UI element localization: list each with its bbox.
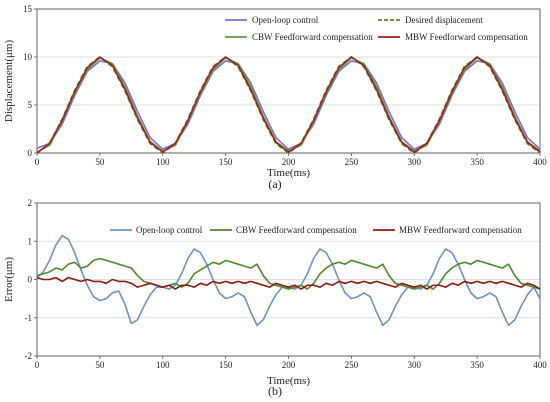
y-tick-label: 2 xyxy=(28,198,33,208)
legend-label: MBW Feedforward compensation xyxy=(399,225,522,235)
series-line-1 xyxy=(36,234,541,327)
x-tick-label: 350 xyxy=(470,360,484,370)
y-tick-label: 0 xyxy=(28,275,33,285)
series-line-3 xyxy=(36,276,541,290)
x-tick-label: 150 xyxy=(219,157,233,167)
x-tick-label: 50 xyxy=(95,360,105,370)
y-axis-label: Error(μm) xyxy=(3,257,15,302)
x-tick-label: 350 xyxy=(470,157,484,167)
y-tick-label: 1 xyxy=(28,236,33,246)
legend-label: CBW Feedforward compensation xyxy=(236,225,357,235)
y-tick-label: 10 xyxy=(23,52,33,62)
plot-area xyxy=(36,8,541,154)
x-tick-label: 300 xyxy=(408,157,422,167)
x-tick-label: 250 xyxy=(345,360,359,370)
x-tick-label: 250 xyxy=(345,157,359,167)
x-tick-label: 200 xyxy=(282,360,296,370)
legend-label: Open-loop control xyxy=(136,225,203,235)
y-tick-label: 15 xyxy=(23,4,33,14)
panel-label: (b) xyxy=(268,384,282,398)
legend-label: MBW Feedforward compensation xyxy=(405,32,528,42)
legend-label: CBW Feedforward compensation xyxy=(252,32,373,42)
x-tick-label: 0 xyxy=(35,360,40,370)
x-tick-label: 100 xyxy=(156,157,170,167)
panel-label: (a) xyxy=(268,177,281,191)
x-tick-label: 150 xyxy=(219,360,233,370)
x-tick-label: 50 xyxy=(95,157,105,167)
legend-label: Desired displacement xyxy=(405,15,483,25)
x-axis-label: Time(ms) xyxy=(267,167,310,179)
y-tick-label: 5 xyxy=(28,100,33,110)
x-axis-label: Time(ms) xyxy=(267,375,310,387)
x-tick-label: 200 xyxy=(282,157,296,167)
y-tick-label: -1 xyxy=(25,313,33,323)
x-tick-label: 300 xyxy=(408,360,422,370)
series-line-2 xyxy=(36,257,541,290)
x-tick-label: 400 xyxy=(533,360,547,370)
y-tick-label: -2 xyxy=(25,351,33,361)
series-line-4 xyxy=(36,56,541,154)
series-line-1 xyxy=(36,60,541,150)
x-tick-label: 0 xyxy=(35,157,40,167)
x-tick-label: 400 xyxy=(533,157,547,167)
legend-label: Open-loop control xyxy=(252,15,319,25)
x-tick-label: 100 xyxy=(156,360,170,370)
y-tick-label: 0 xyxy=(28,148,33,158)
y-axis-label: Displacement(μm) xyxy=(3,40,15,123)
